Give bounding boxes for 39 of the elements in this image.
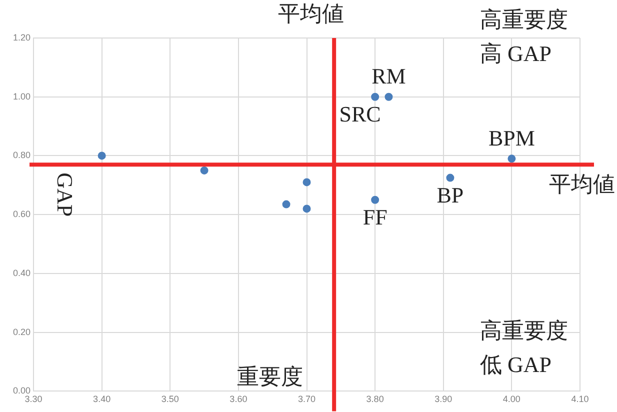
x-tick-label: 3.60: [230, 394, 248, 404]
x-tick-label: 3.30: [24, 394, 42, 404]
x-tick-label: 3.50: [161, 394, 179, 404]
y-tick-label: 0.00: [12, 386, 31, 396]
x-tick-label: 4.00: [502, 394, 520, 404]
annotation: 低 GAP: [480, 352, 552, 377]
point: [302, 178, 311, 186]
point: [384, 92, 393, 101]
x-tick-label: 3.80: [366, 394, 384, 404]
ref-line-label: 平均値: [278, 0, 344, 26]
x-tick-label: 3.70: [298, 394, 316, 404]
point: [508, 154, 516, 163]
y-tick-label: 0.60: [12, 209, 31, 220]
y-tick-label: 0.20: [12, 326, 31, 337]
point: [302, 204, 311, 213]
x-tick-label: 3.40: [93, 394, 111, 404]
y-tick-label: 0.80: [12, 150, 31, 160]
text: 高重要度: [480, 6, 568, 32]
annotation: BP: [436, 182, 464, 208]
x-tick-label: 4.10: [571, 394, 589, 404]
annotation: RM: [372, 64, 406, 89]
x-axis-title: 重要度: [236, 364, 303, 389]
y-axis-title: GAP: [52, 172, 78, 217]
point: [282, 200, 290, 208]
annotation: 高重要度: [480, 318, 568, 343]
y-tick-label: 1.00: [12, 91, 31, 102]
y-tick-label: 1.20: [12, 32, 31, 42]
point: [371, 92, 380, 101]
y-tick-label: 0.40: [12, 268, 31, 278]
x-tick-label: 3.90: [434, 394, 452, 404]
annotation: BPM: [488, 125, 535, 150]
annotation: 高 GAP: [480, 40, 552, 66]
point: [446, 174, 454, 182]
point: [98, 152, 106, 160]
annotation: SRC: [339, 102, 381, 127]
ref-line-label: 平均値: [549, 171, 615, 196]
point: [200, 166, 208, 174]
point: [371, 196, 380, 204]
annotation: FF: [362, 204, 388, 230]
